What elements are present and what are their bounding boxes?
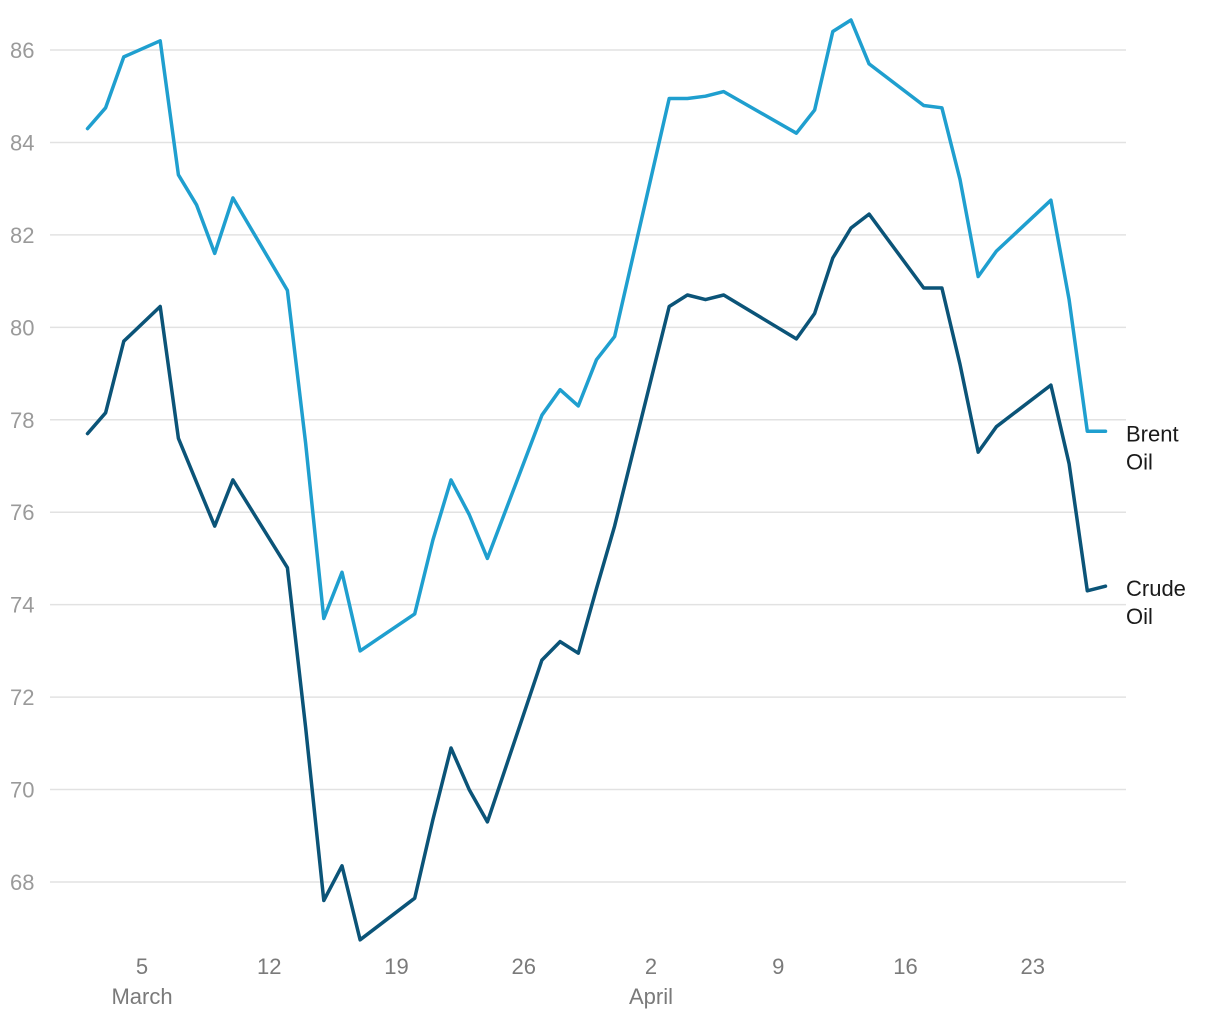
y-tick-label: 76 xyxy=(10,500,34,525)
x-tick-label: 5 xyxy=(136,954,148,979)
x-tick-label: 2 xyxy=(645,954,657,979)
y-tick-label: 80 xyxy=(10,315,34,340)
x-tick-label: 23 xyxy=(1021,954,1045,979)
x-tick-label: 9 xyxy=(772,954,784,979)
series-labels: Brent Oil Crude Oil xyxy=(1126,421,1186,629)
series-label-crude-oil: Crude Oil xyxy=(1126,576,1186,629)
y-tick-label: 78 xyxy=(10,408,34,433)
y-tick-label: 68 xyxy=(10,870,34,895)
series-lines xyxy=(85,18,1108,942)
y-tick-label: 70 xyxy=(10,778,34,803)
y-tick-label: 82 xyxy=(10,223,34,248)
x-tick-label: 19 xyxy=(384,954,408,979)
series-label-brent-oil: Brent Oil xyxy=(1126,421,1179,474)
x-tick-label: 26 xyxy=(512,954,536,979)
y-tick-label: 72 xyxy=(10,685,34,710)
x-tick-label: 12 xyxy=(257,954,281,979)
gridlines xyxy=(50,49,1126,883)
y-tick-label: 74 xyxy=(10,593,34,618)
x-axis-ticks: 5 12 19 26 2 9 16 23 March April xyxy=(111,954,1045,1009)
y-tick-label: 84 xyxy=(10,130,34,155)
month-label: March xyxy=(111,984,172,1009)
y-tick-label: 86 xyxy=(10,38,34,63)
x-tick-label: 16 xyxy=(893,954,917,979)
y-axis-ticks: 68 70 72 74 76 78 80 82 84 86 xyxy=(10,38,34,895)
series-line-crude-oil xyxy=(85,212,1108,942)
month-label: April xyxy=(629,984,673,1009)
series-line-brent-oil xyxy=(85,18,1108,653)
